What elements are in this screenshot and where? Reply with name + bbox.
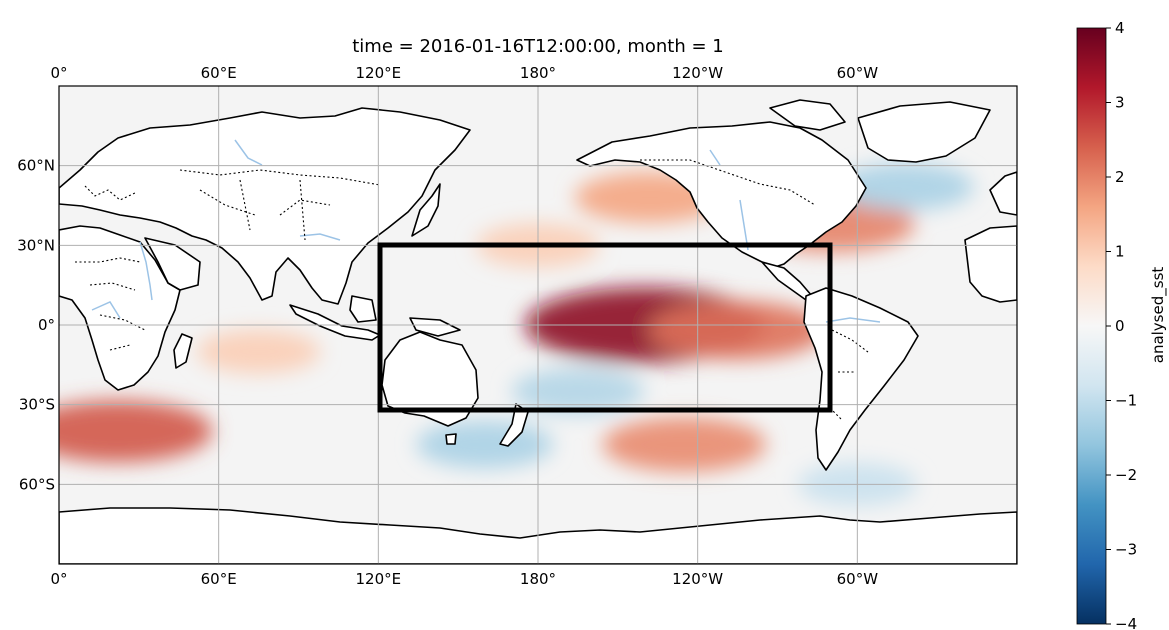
border-asia bbox=[179, 169, 381, 241]
colorbar: 4 3 2 1 0 −1 −2 −3 −4 analysed_sst bbox=[1076, 19, 1168, 630]
sst-anomaly-sw-pacific-cold bbox=[511, 368, 645, 415]
tick-labels: 0° 0° 60°E 60°E 120°E 120°E 180° 180° 120°W 120°W… bbox=[17, 64, 878, 588]
lat-tick-label: 60°S bbox=[19, 475, 55, 493]
lon-tick-label: 120°W bbox=[672, 570, 723, 588]
lon-tick-label: 0° bbox=[50, 570, 67, 588]
map-title: time = 2016-01-16T12:00:00, month = 1 bbox=[352, 36, 723, 57]
land-madagascar bbox=[173, 333, 193, 369]
lon-tick-label: 60°E bbox=[201, 570, 237, 588]
lon-tick-label: 60°E bbox=[201, 64, 237, 82]
colorbar-tick-label: −1 bbox=[1115, 392, 1137, 410]
land-greenland bbox=[857, 101, 991, 163]
land-arctic-islands bbox=[769, 99, 846, 131]
land-indonesia bbox=[289, 304, 381, 341]
lon-tick-label: 60°W bbox=[837, 570, 879, 588]
lon-tick-label: 180° bbox=[520, 64, 556, 82]
sst-anomaly-el-nino-east bbox=[649, 301, 826, 360]
land-japan bbox=[411, 183, 441, 237]
border-europe bbox=[84, 185, 136, 201]
region-box bbox=[377, 242, 833, 413]
river-yangtze bbox=[299, 233, 341, 241]
lon-tick-label: 120°E bbox=[356, 570, 402, 588]
colorbar-tick-label: 4 bbox=[1115, 19, 1125, 37]
colorbar-tick-label: 0 bbox=[1115, 317, 1125, 335]
colorbar-gradient bbox=[1076, 27, 1107, 625]
map-frame bbox=[58, 85, 1018, 565]
river-siberia bbox=[234, 139, 263, 166]
land-new-guinea bbox=[409, 317, 461, 337]
land-north-america bbox=[576, 121, 867, 269]
lat-tick-label: 60°N bbox=[17, 157, 55, 175]
map-panel bbox=[58, 85, 1018, 565]
colorbar-tick-label: −3 bbox=[1115, 541, 1137, 559]
river-congo bbox=[91, 301, 121, 319]
colorbar-tick-label: 1 bbox=[1115, 243, 1125, 261]
country-borders bbox=[75, 159, 869, 421]
border-south-america bbox=[829, 329, 869, 421]
sst-anomaly-agulhas-warm bbox=[59, 400, 213, 463]
border-canada-us bbox=[640, 159, 816, 206]
land-europe-west bbox=[989, 171, 1017, 216]
lon-tick-label: 120°W bbox=[672, 64, 723, 82]
colorbar-tick-label: −2 bbox=[1115, 466, 1137, 484]
land-europe-asia bbox=[59, 107, 471, 305]
colorbar-ticks: 4 3 2 1 0 −1 −2 −3 −4 bbox=[1106, 19, 1137, 630]
sst-anomaly-tasman-cold bbox=[416, 420, 554, 469]
lat-tick-label: 0° bbox=[38, 316, 55, 334]
land-borneo bbox=[349, 295, 377, 323]
lat-tick-label: 30°S bbox=[19, 396, 55, 414]
lon-tick-label: 180° bbox=[520, 570, 556, 588]
colorbar-tick-label: −4 bbox=[1115, 615, 1137, 630]
rivers bbox=[91, 139, 881, 323]
sst-anomaly-north-atlantic-cold bbox=[836, 163, 974, 211]
lat-tick-label: 30°N bbox=[17, 236, 55, 254]
sst-anomaly-indian-ocean-warm bbox=[196, 329, 321, 374]
colorbar-tick-label: 3 bbox=[1115, 94, 1125, 112]
sst-anomaly-south-pacific-warm bbox=[602, 417, 767, 472]
colorbar-label: analysed_sst bbox=[1149, 267, 1168, 364]
lon-tick-label: 120°E bbox=[356, 64, 402, 82]
river-amazon bbox=[825, 317, 881, 323]
land-tasmania bbox=[445, 433, 457, 445]
land-arabia bbox=[144, 237, 201, 291]
colorbar-tick-label: 2 bbox=[1115, 168, 1125, 186]
lon-tick-label: 0° bbox=[50, 64, 67, 82]
river-yukon bbox=[709, 149, 721, 166]
river-nile bbox=[139, 241, 153, 301]
river-mississippi bbox=[739, 199, 749, 251]
lon-tick-label: 60°W bbox=[837, 64, 879, 82]
